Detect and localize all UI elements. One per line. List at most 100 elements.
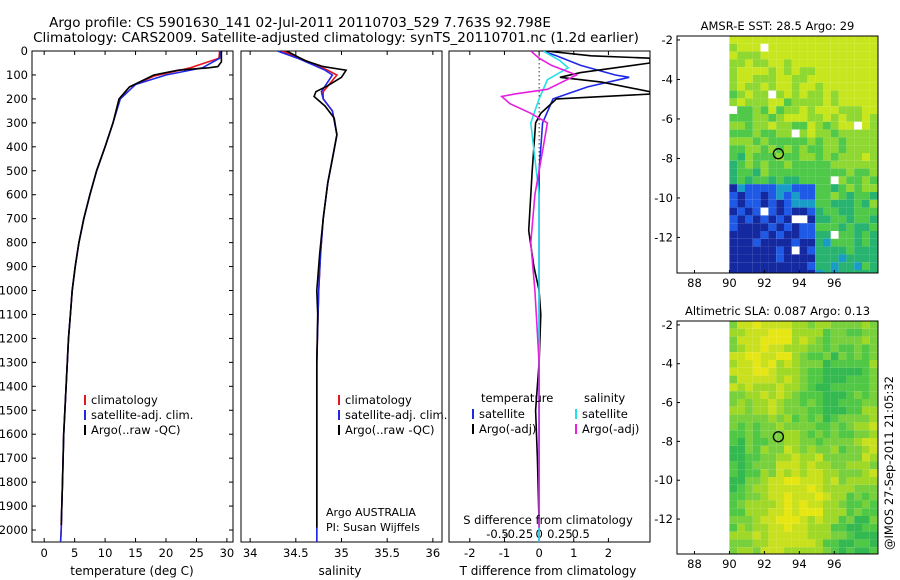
- map-cell: [815, 145, 823, 153]
- map-cell: [737, 391, 745, 399]
- map-cell: [838, 344, 847, 353]
- map-cell: [752, 461, 761, 470]
- argo-agency-note: Argo AUSTRALIA: [326, 506, 416, 519]
- map-cell: [815, 516, 823, 524]
- map-cell: [776, 238, 784, 247]
- map-cell: [838, 438, 847, 446]
- map-cell: [862, 328, 870, 337]
- map-cell: [799, 254, 808, 263]
- map-cell: [729, 207, 738, 216]
- map-cell: [760, 36, 769, 44]
- map-cell: [846, 399, 855, 407]
- map-cell: [807, 508, 816, 516]
- map-cell: [807, 246, 816, 255]
- salinity-axes-box: [240, 50, 443, 543]
- map-cell: [737, 231, 745, 239]
- map-cell: [760, 336, 769, 345]
- map-cell: [745, 59, 753, 68]
- map-cell: [823, 321, 831, 329]
- map-cell: [784, 492, 792, 501]
- map-cell: [799, 336, 808, 345]
- map-cell: [737, 477, 745, 485]
- map-cell: [760, 375, 769, 384]
- map-cell: [784, 469, 792, 477]
- map-cell: [752, 492, 761, 501]
- map-cell: [752, 430, 761, 438]
- map-cell: [752, 383, 761, 392]
- map-cell: [823, 238, 831, 247]
- map-cell: [854, 414, 862, 423]
- map-cell: [745, 344, 753, 353]
- map-cell: [752, 406, 761, 415]
- argo-float-marker: [772, 431, 785, 443]
- map-cell: [807, 184, 816, 192]
- map-cell: [784, 399, 792, 407]
- map-cell: [846, 367, 855, 376]
- map-cell: [760, 523, 769, 532]
- map-cell: [823, 438, 831, 446]
- map-cell: [737, 176, 745, 185]
- map-cell: [854, 36, 862, 44]
- map-cell: [823, 383, 831, 392]
- map-cell: [776, 51, 784, 60]
- map-cell: [784, 406, 792, 415]
- map-cell: [869, 500, 878, 509]
- map-cell: [768, 406, 777, 415]
- legend-label: Argo(..raw -QC): [345, 423, 435, 437]
- map-cell: [823, 414, 831, 423]
- map-cell: [869, 430, 878, 438]
- map-cell: [862, 168, 870, 177]
- depth-tick-label: 1300: [0, 355, 28, 369]
- map-cell: [807, 414, 816, 423]
- map-cell: [854, 121, 862, 130]
- map-cell: [815, 36, 823, 44]
- map-cell: [830, 539, 839, 548]
- map-cell: [838, 492, 847, 501]
- map-cell: [830, 254, 839, 263]
- map-cell: [854, 82, 862, 91]
- map-cell: [862, 547, 870, 554]
- map-cell: [752, 484, 761, 493]
- map-cell: [791, 254, 800, 263]
- map-cell: [737, 399, 745, 407]
- map-cell: [862, 445, 870, 454]
- map-cell: [737, 67, 745, 75]
- map-cell: [846, 391, 855, 399]
- depth-tick-labels: 0 100 200 300 400 500 600 700 800 900 1000 1100 1200…: [0, 44, 233, 537]
- map-cell: [745, 508, 753, 516]
- map-cell: [791, 321, 800, 329]
- map-cell: [729, 508, 738, 516]
- map-cell: [799, 129, 808, 138]
- map-cell: [799, 90, 808, 99]
- depth-tick-label: 1000: [0, 284, 28, 298]
- map-cell: [784, 383, 792, 392]
- map-cell: [737, 98, 745, 107]
- map-cell: [745, 75, 753, 83]
- map-cell: [760, 238, 769, 247]
- map-cell: [745, 383, 753, 392]
- map-cell: [745, 215, 753, 224]
- map-cell: [768, 383, 777, 392]
- map-cell: [745, 51, 753, 60]
- map-cell: [791, 531, 800, 540]
- map-cell: [799, 98, 808, 107]
- map-cell: [862, 461, 870, 470]
- map-cell: [799, 461, 808, 470]
- map-cell: [846, 43, 855, 52]
- map-cell: [807, 469, 816, 477]
- map-lat-label: -8: [662, 434, 673, 448]
- map-cell: [846, 500, 855, 509]
- map-cell: [823, 67, 831, 75]
- map-cell: [745, 453, 753, 462]
- map-cell: [791, 367, 800, 376]
- map-cell: [854, 270, 862, 273]
- map-cell: [729, 98, 738, 107]
- map-cell: [784, 445, 792, 454]
- map-cell: [768, 98, 777, 107]
- map-cell: [846, 67, 855, 75]
- map-cell: [807, 114, 816, 122]
- map-cell: [729, 539, 738, 548]
- map-cell: [862, 231, 870, 239]
- map-cell: [745, 461, 753, 470]
- map-cell: [799, 153, 808, 161]
